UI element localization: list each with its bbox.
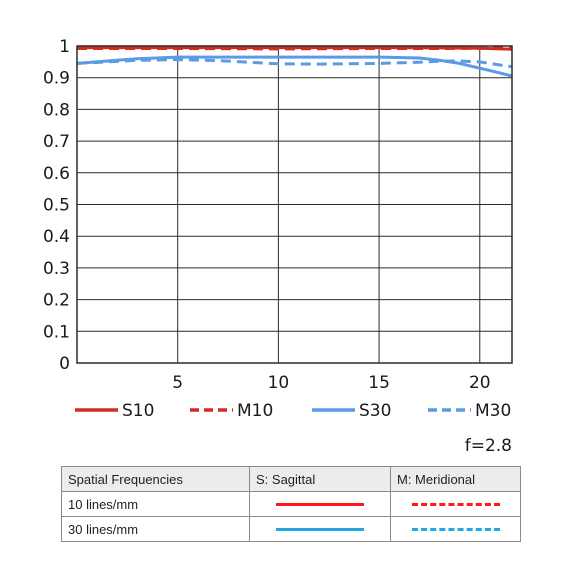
x-tick-label: 10 bbox=[268, 373, 290, 393]
legend-item-s30: S30 bbox=[312, 401, 391, 421]
y-tick-label: 0.8 bbox=[43, 100, 70, 120]
x-tick-label: 20 bbox=[469, 373, 491, 393]
series-lines bbox=[76, 46, 513, 78]
row-label-30: 30 lines/mm bbox=[61, 516, 250, 542]
meridional-30-swatch bbox=[390, 516, 521, 542]
y-tick-label: 0 bbox=[59, 354, 70, 374]
y-tick-label: 0.9 bbox=[43, 69, 70, 89]
series-line-m10 bbox=[77, 46, 513, 51]
plot-frame bbox=[76, 45, 513, 364]
header-meridional: M: Meridional bbox=[390, 466, 521, 492]
legend-label: M10 bbox=[237, 401, 273, 421]
y-tick-label: 0.1 bbox=[43, 322, 70, 342]
sagittal-30-swatch bbox=[249, 516, 391, 542]
legend: S10 M10 S30 M30 bbox=[75, 401, 511, 421]
y-tick-label: 0.4 bbox=[43, 227, 70, 247]
y-tick-label: 0.2 bbox=[43, 291, 70, 311]
legend-item-s10: S10 bbox=[75, 401, 154, 421]
key-table-header: Spatial Frequencies S: Sagittal M: Merid… bbox=[61, 466, 521, 492]
solid-red-line-icon bbox=[276, 502, 364, 506]
y-tick-label: 0.5 bbox=[43, 196, 70, 216]
legend-label: M30 bbox=[475, 401, 511, 421]
series-line-m30 bbox=[76, 58, 513, 69]
sagittal-10-swatch bbox=[249, 491, 391, 517]
legend-item-m30: M30 bbox=[428, 401, 511, 421]
y-tick-label: 0.6 bbox=[43, 164, 70, 184]
line-key-table: Spatial Frequencies S: Sagittal M: Merid… bbox=[61, 466, 521, 542]
x-axis-ticks: 5 10 15 20 bbox=[172, 373, 490, 393]
series-line-s30 bbox=[76, 55, 513, 78]
header-spatial-frequencies: Spatial Frequencies bbox=[61, 466, 250, 492]
y-tick-label: 0.3 bbox=[43, 259, 70, 279]
aperture-label: f=2.8 bbox=[465, 436, 512, 456]
x-tick-label: 5 bbox=[172, 373, 183, 393]
solid-blue-line-icon bbox=[276, 527, 364, 531]
x-tick-label: 15 bbox=[368, 373, 390, 393]
grid bbox=[77, 45, 512, 364]
y-axis-ticks: 0 0.1 0.2 0.3 0.4 0.5 0.6 0.7 0.8 0.9 1 bbox=[43, 37, 70, 374]
dashed-blue-line-icon bbox=[411, 527, 500, 531]
y-tick-label: 0.7 bbox=[43, 132, 70, 152]
table-row: 10 lines/mm bbox=[61, 491, 521, 517]
y-tick-label: 1 bbox=[59, 37, 70, 57]
legend-label: S30 bbox=[359, 401, 391, 421]
header-sagittal: S: Sagittal bbox=[249, 466, 391, 492]
legend-item-m10: M10 bbox=[190, 401, 273, 421]
meridional-10-swatch bbox=[390, 491, 521, 517]
legend-label: S10 bbox=[122, 401, 154, 421]
row-label-10: 10 lines/mm bbox=[61, 491, 250, 517]
dashed-red-line-icon bbox=[411, 502, 500, 506]
table-row: 30 lines/mm bbox=[61, 516, 521, 542]
